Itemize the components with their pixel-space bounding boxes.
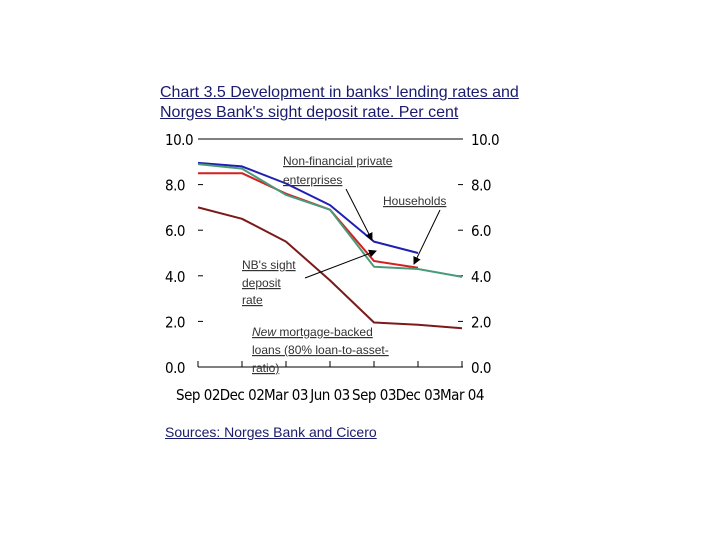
annotation-mortgage: ratio)	[252, 361, 279, 375]
y-tick-label-right: 0.0	[471, 359, 491, 377]
y-tick-label-left: 4.0	[165, 268, 185, 286]
annotation-sight-rate: deposit	[242, 276, 281, 290]
series-lines	[197, 161, 463, 330]
y-tick-label-right: 2.0	[471, 313, 491, 331]
y-tick-label-left: 6.0	[165, 222, 185, 240]
annotation-mortgage-italic: New	[252, 325, 277, 339]
annotation-sight-rate: rate	[242, 293, 263, 307]
y-tick-label-left: 2.0	[165, 313, 185, 331]
x-tick-label: Jun 03	[309, 386, 350, 404]
x-tick-label: Sep 02	[176, 386, 220, 404]
annotation-sight-rate: NB's sight	[242, 258, 296, 272]
x-tick-label: Sep 03	[352, 386, 396, 404]
chart-title: Chart 3.5 Development in banks' lending …	[160, 84, 519, 121]
y-tick-label-right: 4.0	[471, 268, 491, 286]
y-tick-label-right: 8.0	[471, 177, 491, 195]
annotation-mortgage: New mortgage-backed	[252, 325, 373, 339]
series-line-0	[197, 161, 419, 254]
annotation-mortgage-rest: mortgage-backed	[276, 325, 373, 339]
source-note: Sources: Norges Bank and Cicero	[165, 424, 377, 440]
y-tick-label-left: 0.0	[165, 359, 185, 377]
annotation-enterprises: Non-financial private	[283, 154, 393, 168]
series-line-2	[197, 163, 463, 278]
x-tick-label: Dec 03	[396, 386, 441, 404]
arrow-sight-rate	[304, 249, 377, 279]
series-line-3	[197, 206, 463, 330]
annotation-households: Households	[383, 194, 446, 208]
arrow-enterprises	[345, 188, 373, 241]
x-tick-label: Mar 04	[440, 386, 484, 404]
y-tick-label-right: 6.0	[471, 222, 491, 240]
chart-axes: 10.0 10.0 8.0 8.0 6.0 6.0 4.0 4.0 2.0 2.0 0.0 0.0 Se…	[165, 131, 500, 404]
annotation-mortgage: loans (80% loan-to-asset-	[252, 343, 389, 357]
chart-annotations: Non-financial private enterprises Househol…	[242, 154, 446, 375]
series-line-1	[198, 172, 419, 269]
x-tick-label: Dec 02	[220, 386, 265, 404]
annotation-enterprises: enterprises	[283, 173, 342, 187]
y-tick-label-left: 10.0	[165, 131, 193, 149]
arrow-households	[413, 209, 441, 265]
x-tick-label: Mar 03	[264, 386, 308, 404]
y-tick-label-left: 8.0	[165, 177, 185, 195]
y-tick-label-right: 10.0	[471, 131, 499, 149]
